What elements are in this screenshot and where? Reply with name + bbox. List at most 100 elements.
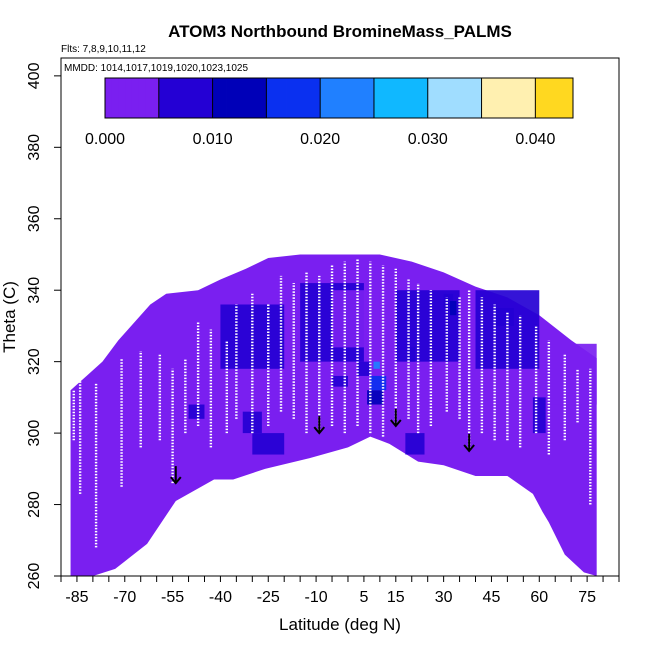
dates-note: MMDD: 1014,1017,1019,1020,1023,1025 [64, 63, 248, 74]
heatmap-cell [405, 433, 425, 455]
y-tick-label: 340 [26, 277, 43, 304]
arrow-marker [170, 466, 182, 485]
colorbar-swatch [105, 78, 113, 118]
heatmap-cell [332, 375, 348, 387]
colorbar-swatch [125, 78, 133, 118]
heatmap-cell [357, 361, 371, 376]
x-tick-label: -85 [65, 589, 88, 606]
colorbar-swatch [501, 78, 509, 118]
x-axis: -85 -70 -55 -40 -25 -10 5 15 30 45 60 75 [60, 576, 620, 606]
colorbar-swatch [528, 78, 536, 118]
colorbar-swatch [178, 78, 187, 118]
y-tick-label: 400 [26, 62, 43, 89]
x-axis-label: Latitude (deg N) [279, 615, 401, 634]
colorbar-swatch [495, 78, 503, 118]
colorbar-swatch [192, 78, 200, 118]
colorbar-swatch [427, 78, 435, 118]
heatmap-cell [188, 404, 205, 419]
colorbar-swatch [205, 78, 213, 118]
colorbar-swatch [199, 78, 207, 118]
flights-note: Flts: 7,8,9,10,11,12 [61, 44, 146, 55]
chart-title: ATOM3 Northbound BromineMass_PALMS [168, 22, 512, 41]
colorbar-swatch [373, 78, 382, 118]
colorbar-swatch [286, 78, 294, 118]
colorbar-swatch [488, 78, 496, 118]
x-tick-label: -10 [305, 589, 328, 606]
colorbar-swatch [540, 78, 546, 118]
colorbar-swatch [185, 78, 193, 118]
colorbar-swatch [326, 78, 335, 118]
y-tick-label: 320 [26, 348, 43, 375]
x-tick-label: -55 [161, 589, 184, 606]
y-tick-label: 300 [26, 420, 43, 447]
heatmap-cell [494, 308, 514, 326]
colorbar-swatch [239, 78, 247, 118]
colorbar-swatch [549, 78, 555, 118]
colorbar-swatch [380, 78, 388, 118]
plot-frame [60, 57, 620, 577]
colorbar-frame [104, 77, 574, 119]
colorbar-swatch [367, 78, 375, 118]
x-tick-label: -25 [257, 589, 280, 606]
colorbar-swatch [353, 78, 361, 118]
arrow-head [313, 426, 326, 435]
colorbar-swatch [347, 78, 355, 118]
colorbar-swatch [226, 78, 234, 118]
colorbar-swatch [158, 78, 166, 118]
colorbar-swatch [474, 78, 482, 118]
heatmap-cell [408, 347, 415, 362]
colorbar-swatch [111, 78, 119, 118]
x-tick-label: 75 [578, 589, 596, 606]
x-tick-label: 5 [359, 589, 368, 606]
colorbar: 0.000 0.010 0.020 0.030 0.040 [85, 77, 574, 148]
heatmap-cell [532, 397, 546, 434]
colorbar-swatch [219, 78, 227, 118]
colorbar-swatch [447, 78, 456, 118]
y-tick-label: 360 [26, 205, 43, 232]
heatmap-cell [443, 293, 454, 309]
data-envelope [70, 254, 597, 576]
colorbar-tick-label: 0.030 [408, 131, 448, 148]
colorbar-swatch [521, 78, 530, 118]
heatmap-cell [450, 300, 457, 316]
colorbar-swatch [454, 78, 462, 118]
heatmap-cell [545, 343, 597, 405]
colorbar-tick-label: 0.020 [300, 131, 340, 148]
colorbar-swatch [387, 78, 395, 118]
colorbar-swatch [535, 78, 541, 118]
x-tick-label: 15 [387, 589, 405, 606]
x-tick-label: -40 [209, 589, 232, 606]
colorbar-swatch [293, 78, 301, 118]
colorbar-swatch [313, 78, 321, 118]
colorbar-swatch [394, 78, 402, 118]
colorbar-swatch [273, 78, 281, 118]
colorbar-swatch [172, 78, 180, 118]
arrow-head [463, 444, 475, 453]
heatmap-cell [332, 290, 380, 348]
colorbar-tick-label: 0.040 [515, 131, 555, 148]
heatmap-cell [475, 290, 540, 369]
arrow-marker [313, 416, 326, 435]
colorbar-swatch [558, 78, 564, 118]
colorbar-swatch [246, 78, 254, 118]
colorbar-tick-label: 0.010 [193, 131, 233, 148]
heatmap-cell [242, 411, 262, 434]
y-axis-label: Theta (C) [0, 281, 19, 353]
x-tick-label: 45 [483, 589, 501, 606]
x-tick-label: -70 [113, 589, 136, 606]
plot-area [70, 254, 597, 576]
colorbar-swatch [266, 78, 274, 118]
colorbar-swatch [152, 78, 160, 118]
colorbar-swatch [145, 78, 153, 118]
colorbar-swatch [340, 78, 348, 118]
colorbar-swatch [232, 78, 240, 118]
heatmap-cell [252, 433, 285, 455]
colorbar-swatch [400, 78, 408, 118]
colorbar-swatch [441, 78, 449, 118]
colorbar-swatch [131, 78, 140, 118]
flight-tracks [72, 258, 592, 548]
arrow-marker [390, 408, 402, 428]
heatmap-cell [373, 361, 380, 369]
colorbar-swatch [165, 78, 173, 118]
